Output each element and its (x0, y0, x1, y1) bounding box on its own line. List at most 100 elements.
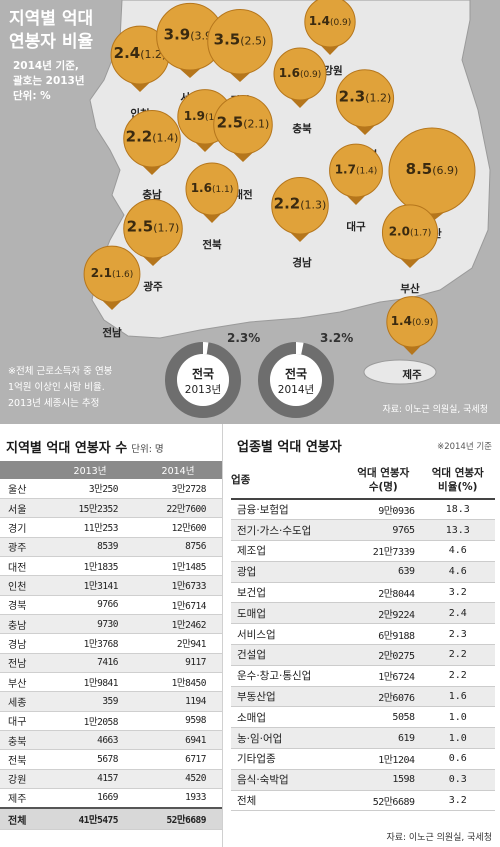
count-2014-cell: 1만8450 (134, 672, 222, 693)
donut-value-label: 2.3% (227, 331, 260, 345)
industry-name-cell: 광업 (231, 561, 347, 583)
industry-table-note: ※2014년 기준 (437, 442, 492, 452)
industry-ratio-cell: 2.4 (420, 602, 495, 625)
industry-row: 도매업 2만9224 2.4 (231, 602, 495, 625)
bubble-circle (273, 47, 327, 101)
bubble-prev-value: (2.5) (240, 35, 266, 48)
count-2013-cell: 1만3768 (46, 633, 134, 654)
map-subtitle: 2014년 기준, 괄호는 2013년 단위: % (13, 59, 85, 104)
industry-ratio-cell: 3.2 (420, 790, 495, 812)
map-panel: 2.4(1.2)인천3.9(3.9)서울3.5(2.5)경기1.4(0.9)강원… (0, 0, 500, 424)
region-table-body: 울산 3만250 3만2728 서울 15만2352 22만7600 경기 11만253 12만… (0, 479, 222, 831)
industry-row: 기타업종 1만1204 0.6 (231, 748, 495, 770)
region-bubble-대전: 2.5(2.1)대전 (213, 94, 273, 201)
region-total-row: 전체 41만5475 52만6689 (0, 806, 222, 831)
bubble-value-label: 8.5(6.9) (406, 160, 459, 178)
industry-ratio-cell: 1.6 (420, 686, 495, 708)
bubble-prev-value: (2.1) (243, 118, 269, 131)
region-name-cell: 광주 (0, 537, 46, 557)
map-note-line1: ※전체 근로소득자 중 연봉 (8, 366, 113, 377)
count-2013-cell: 1만9841 (46, 672, 134, 693)
industry-name-cell: 제조업 (231, 540, 347, 562)
bubble-prev-value: (1.6) (112, 270, 133, 280)
region-name-cell: 충남 (0, 614, 46, 635)
map-sub-line3: 단위: % (13, 90, 51, 102)
industry-count-cell: 2만8044 (346, 582, 421, 604)
industry-row: 음식·숙박업 1598 0.3 (231, 769, 495, 791)
count-2013-cell: 1만3141 (46, 575, 134, 596)
region-row: 전북 5678 6717 (0, 749, 222, 770)
bubble-circle (207, 8, 273, 75)
industry-name-cell: 음식·숙박업 (231, 769, 347, 791)
industry-row: 전체 52만6689 3.2 (231, 790, 495, 812)
region-name-cell: 경북 (0, 595, 46, 615)
count-2013-cell: 359 (46, 691, 134, 712)
industry-name-cell: 건설업 (231, 644, 347, 666)
industry-count-cell: 1598 (346, 769, 421, 791)
map-note-line3: 2013년 세종시는 추정 (8, 398, 100, 409)
region-row: 충북 4663 6941 (0, 730, 222, 751)
count-2014-cell: 1만6714 (134, 595, 222, 615)
bubble-circle (213, 94, 273, 155)
region-row: 광주 8539 8756 (0, 537, 222, 557)
national-donut-2013: 2.3% 전국 2013년 (165, 331, 260, 418)
industry-header-name: 업종 (231, 461, 347, 500)
count-2014-cell: 3만2728 (134, 479, 222, 499)
map-chart: 2.4(1.2)인천3.9(3.9)서울3.5(2.5)경기1.4(0.9)강원… (83, 0, 491, 418)
region-table-unit: 단위: 명 (131, 444, 164, 455)
bubble-prev-value: (1.7) (410, 228, 431, 238)
bubble-prev-value: (0.9) (330, 18, 351, 28)
industry-ratio-cell: 4.6 (420, 540, 495, 562)
bubble-circle (386, 296, 438, 348)
industry-count-cell: 52만6689 (346, 790, 421, 812)
region-header-blank (0, 461, 46, 479)
donut-share-segment (258, 342, 334, 418)
total-label-cell: 전체 (0, 806, 46, 831)
region-name-cell: 인천 (0, 575, 46, 596)
industry-row: 제조업 21만7339 4.6 (231, 540, 495, 562)
map-source: 자료: 이노근 의원실, 국세청 (382, 405, 488, 415)
industry-ratio-cell: 2.2 (420, 644, 495, 666)
region-bubble-강원: 1.4(0.9) 강원 (304, 0, 356, 77)
region-row: 인천 1만3141 1만6733 (0, 575, 222, 596)
count-2013-cell: 4157 (46, 769, 134, 790)
industry-ratio-cell: 2.3 (420, 623, 495, 646)
count-2014-cell: 6941 (134, 730, 222, 751)
industry-count-cell: 2만6076 (346, 686, 421, 708)
region-bubble-경남: 2.2(1.3) 경남 (271, 176, 329, 269)
industry-ratio-cell: 1.0 (420, 706, 495, 729)
count-2014-cell: 12만600 (134, 517, 222, 538)
industry-name-cell: 기타업종 (231, 748, 347, 770)
industry-ratio-cell: 13.3 (420, 519, 495, 542)
count-2013-cell: 15만2352 (46, 498, 134, 519)
industry-table: 업종 억대 연봉자 수(명) 억대 연봉자 비율(%) 금융·보험업 9만0936… (231, 461, 495, 812)
region-name-cell: 부산 (0, 672, 46, 693)
industry-header-ratio-line1: 억대 연봉자 (431, 466, 484, 479)
count-2013-cell: 1만2058 (46, 711, 134, 731)
region-bubble-광주: 2.5(1.7) 광주 (123, 198, 183, 293)
region-bubble-전남: 2.1(1.6) 전남 (83, 245, 141, 339)
count-2014-cell: 22만7600 (134, 498, 222, 519)
region-name-label: 경남 (292, 256, 312, 269)
industry-count-cell: 1만6724 (346, 665, 421, 687)
bubble-value-label: 1.6(0.9) (279, 66, 322, 80)
region-table-title: 지역별 억대 연봉자 수 단위: 명 (6, 437, 164, 456)
region-name-cell: 전남 (0, 653, 46, 673)
industry-table-body: 금융·보험업 9만0936 18.3 전기·가스·수도업 9765 13.3 제조업 21만7… (231, 499, 495, 812)
bubble-value-label: 2.2(1.4) (126, 128, 179, 146)
bubble-value-label: 2.5(1.7) (127, 218, 180, 236)
count-2013-cell: 9730 (46, 614, 134, 635)
donut-center (270, 354, 322, 406)
region-name-label: 전남 (102, 326, 122, 339)
donut-center (177, 354, 229, 406)
region-row: 울산 3만250 3만2728 (0, 479, 222, 499)
industry-ratio-cell: 18.3 (420, 499, 495, 521)
industry-ratio-cell: 1.0 (420, 727, 495, 750)
industry-name-cell: 부동산업 (231, 686, 347, 708)
bubble-prev-value: (6.9) (432, 164, 458, 177)
industry-count-cell: 2만0275 (346, 644, 421, 666)
bubble-prev-value: (1.2) (365, 91, 391, 104)
region-name-label: 충남 (142, 188, 162, 201)
donut-share-segment (165, 342, 241, 418)
